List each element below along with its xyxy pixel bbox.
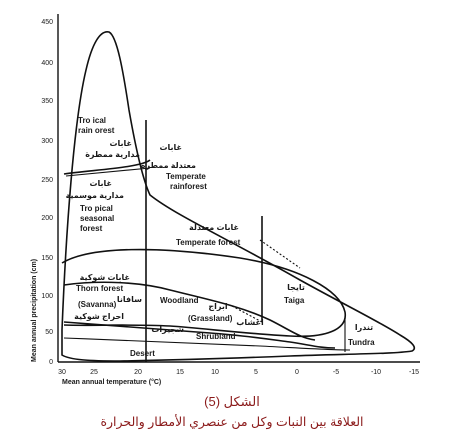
label-shrubland-ar-2: شجيرات: [151, 325, 184, 334]
label-grassland-en: (Grassland): [188, 314, 233, 323]
x-axis-ticks: 30 25 20 15 10 5 0 -5 -10 -15: [58, 369, 419, 376]
y-tick-label: 350: [41, 98, 53, 105]
label-tropical-seasonal-en-3: forest: [80, 224, 103, 233]
dotted-separator-2: [231, 305, 263, 323]
x-tick-label: 10: [211, 369, 219, 376]
figure-caption: العلاقة بين النبات وكل من عنصري الأمطار …: [100, 414, 363, 430]
label-shrubland-ar-1: اعشاب: [236, 318, 264, 327]
label-temperate-rainforest-en-1: Temperate: [166, 172, 206, 181]
y-tick-label: 400: [41, 60, 53, 67]
thorn-woodland-loop: [63, 281, 316, 341]
x-tick-label: -10: [371, 369, 381, 376]
label-tropical-seasonal-en-1: Tro pical: [80, 204, 113, 213]
x-tick-label: -15: [409, 369, 419, 376]
label-savanna-ar-2: احراج شوكية: [74, 312, 124, 321]
label-taiga-en: Taiga: [284, 296, 305, 305]
dotted-separator: [259, 239, 301, 269]
x-tick-label: 0: [295, 369, 299, 376]
label-tundra-ar: تندرا: [355, 323, 373, 332]
label-tropical-rain-forest-en-1: Tro ical: [78, 116, 106, 125]
label-tropical-seasonal-ar-2: مدارية موسمية: [66, 191, 124, 200]
y-tick-label: 100: [41, 293, 53, 300]
x-tick-label: 25: [90, 369, 98, 376]
y-tick-label: 300: [41, 138, 53, 145]
x-axis-title: Mean annual temperature (°C): [62, 378, 161, 386]
y-axis-title: Mean annual precipitation (cm): [31, 259, 38, 362]
label-temperate-forest-en: Temperate forest: [176, 238, 241, 247]
figure-number: الشكل (5): [204, 394, 260, 409]
label-tundra-en: Tundra: [348, 338, 375, 347]
desert-boundary: [63, 337, 351, 351]
label-woodland: Woodland: [160, 296, 199, 305]
y-axis-ticks: 450 400 350 300 250 200 150 100 50 0: [41, 19, 53, 366]
label-temperate-rainforest-ar-top: غابات: [159, 143, 182, 152]
temperate-forest-loop: [61, 248, 346, 338]
label-tropical-rain-forest-ar-1: غابات: [109, 139, 132, 148]
y-tick-label: 250: [41, 177, 53, 184]
x-tick-label: -5: [333, 369, 339, 376]
y-tick-label: 50: [45, 329, 53, 336]
x-tick-label: 15: [176, 369, 184, 376]
outer-biome-boundary: [61, 31, 416, 362]
label-savanna-ar-1: سافانا: [117, 295, 142, 304]
label-thorn-forest-en: Thorn forest: [76, 284, 123, 293]
label-tropical-seasonal-ar-1: غابات: [89, 179, 112, 188]
y-tick-label: 150: [41, 255, 53, 262]
seasonal-forest-top: [65, 167, 151, 177]
y-tick-label: 0: [49, 359, 53, 366]
label-grassland-ar: ابراج: [208, 302, 227, 311]
x-tick-label: 30: [58, 369, 66, 376]
label-savanna-en: (Savanna): [78, 300, 117, 309]
label-taiga-ar: تايجا: [287, 283, 305, 292]
y-tick-label: 200: [41, 215, 53, 222]
label-tropical-seasonal-en-2: seasonal: [80, 214, 114, 223]
label-tropical-rain-forest-en-2: rain orest: [78, 126, 115, 135]
label-temperate-forest-ar: غابات معتدلة: [189, 223, 239, 232]
label-shrubland-en: Shrubland: [196, 332, 236, 341]
label-tropical-rain-forest-ar-2: مدارية ممطرة: [85, 150, 140, 159]
label-thorn-forest-ar: غابات شوكية: [80, 273, 130, 282]
label-desert: Desert: [130, 349, 155, 358]
y-tick-label: 450: [41, 19, 53, 26]
x-tick-label: 20: [134, 369, 142, 376]
x-tick-label: 5: [254, 369, 258, 376]
shrubland-curve: [63, 321, 336, 349]
label-temperate-rainforest-ar: معتدلة ممطرة: [141, 161, 196, 170]
label-temperate-rainforest-en-2: rainforest: [170, 182, 207, 191]
